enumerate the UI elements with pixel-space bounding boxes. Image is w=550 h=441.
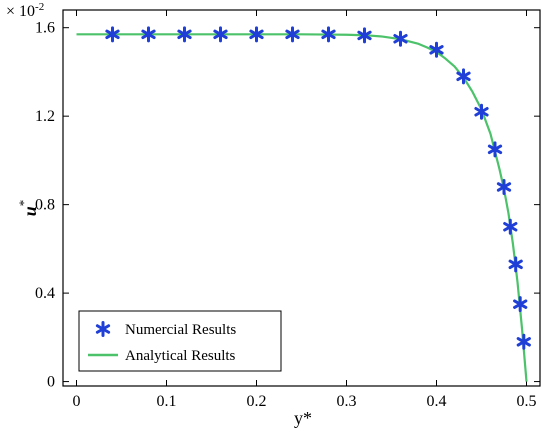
numerical-result-point — [249, 26, 264, 43]
marker-stroke — [95, 324, 111, 334]
numerical-result-point — [429, 41, 444, 58]
marker-stroke — [285, 29, 300, 40]
numerical-result-point — [496, 178, 512, 195]
marker-stroke — [213, 29, 228, 40]
numerical-result-point — [503, 218, 518, 235]
marker-stroke — [513, 299, 528, 309]
numerical-result-point — [513, 296, 528, 313]
y-tick-label: 0.8 — [35, 197, 55, 214]
legend-label-numerical: Numercial Results — [125, 322, 236, 338]
x-tick-label: 0.1 — [157, 393, 177, 410]
marker-stroke — [487, 144, 503, 155]
marker-stroke — [141, 29, 156, 40]
marker-stroke — [105, 29, 120, 40]
marker-stroke — [393, 34, 408, 44]
x-tick-label: 0.5 — [517, 393, 537, 410]
legend-label-analytical: Analytical Results — [125, 348, 236, 364]
numerical-result-point — [213, 26, 228, 43]
marker-stroke — [496, 182, 512, 192]
x-tick-label: 0.2 — [247, 393, 267, 410]
svg-text:u*: u* — [16, 200, 40, 217]
series-layer — [76, 26, 531, 382]
legend: Numercial Results Analytical Results — [78, 310, 282, 372]
y-tick-label: 1.6 — [35, 20, 55, 37]
marker-stroke — [177, 29, 192, 40]
y-tick-label: 1.2 — [35, 108, 55, 125]
y-axis-title-superscript: * — [16, 200, 31, 207]
y-tick-label: 0.4 — [35, 285, 55, 302]
y-axis-multiplier: × 10-2 — [6, 1, 44, 20]
marker-stroke — [474, 106, 489, 117]
numerical-result-point — [105, 26, 120, 43]
numerical-result-point — [321, 26, 336, 43]
x-tick-label: 0.4 — [427, 393, 447, 410]
numerical-result-point — [487, 141, 503, 158]
axis-ticks: 0 0.1 0.2 0.3 0.4 0.5 0 0.4 0.8 1.2 1.6 — [35, 10, 540, 410]
marker-stroke — [357, 30, 372, 41]
y-tick-label: 0 — [47, 374, 55, 391]
y-axis-title-text: u — [20, 206, 40, 216]
numerical-result-point — [357, 27, 372, 44]
marker-stroke — [456, 71, 471, 82]
marker-stroke — [429, 45, 444, 55]
marker-stroke — [321, 29, 336, 40]
numerical-result-point — [516, 333, 531, 350]
plot-area-frame — [62, 9, 541, 387]
marker-stroke — [249, 29, 264, 40]
legend-marker-numerical — [95, 321, 111, 337]
x-tick-label: 0 — [73, 393, 81, 410]
numerical-result-point — [508, 256, 523, 273]
marker-stroke — [503, 222, 518, 232]
numerical-result-point — [456, 68, 471, 85]
marker-stroke — [516, 337, 531, 347]
numerical-result-point — [141, 26, 156, 43]
y-axis-title: u* — [16, 200, 40, 217]
numerical-result-point — [393, 30, 408, 47]
marker-stroke — [508, 259, 523, 270]
numerical-result-point — [474, 103, 489, 120]
numerical-result-point — [285, 26, 300, 43]
legend-box — [78, 310, 282, 372]
x-axis-title: y* — [294, 408, 312, 428]
numerical-result-point — [177, 26, 192, 43]
legend-asterisk — [95, 321, 111, 337]
x-tick-label: 0.3 — [337, 393, 357, 410]
